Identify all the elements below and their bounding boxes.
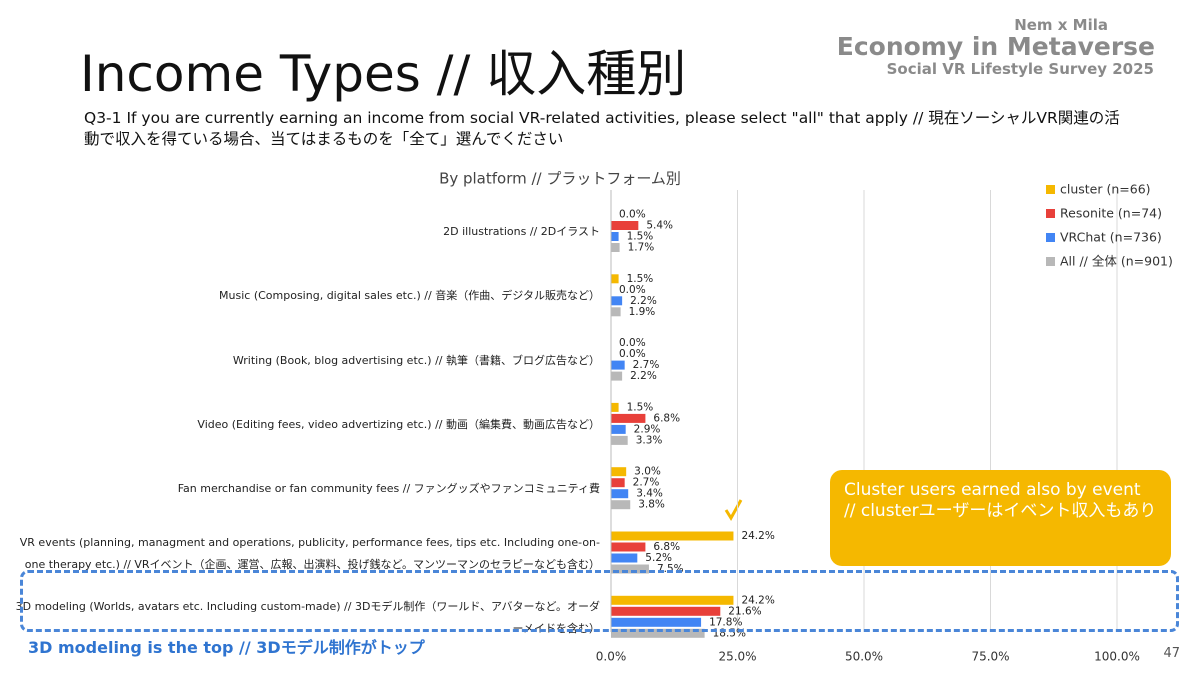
bar (611, 221, 639, 230)
value-label: 3.4% (636, 488, 663, 500)
value-label: 5.4% (646, 220, 673, 232)
bar (611, 232, 619, 241)
bar (611, 467, 627, 477)
value-label: 1.5% (627, 401, 654, 413)
category-label: Music (Composing, digital sales etc.) //… (219, 289, 600, 303)
category-label: 2D illustrations // 2Dイラスト (443, 225, 600, 238)
value-label: 2.2% (630, 370, 657, 382)
legend-label: VRChat (n=736) (1060, 230, 1162, 245)
bar (611, 402, 619, 412)
legend-label: cluster (n=66) (1060, 182, 1151, 197)
value-label: 6.8% (653, 412, 680, 424)
page-number: 47 (1163, 646, 1180, 661)
category-label: Writing (Book, blog advertising etc.) //… (232, 353, 600, 367)
brand-sub: Social VR Lifestyle Survey 2025 (886, 60, 1154, 78)
bar (611, 424, 626, 434)
value-label: 2.7% (633, 359, 660, 371)
question: Q3-1 If you are currently earning an inc… (84, 109, 1120, 148)
value-label: 3.3% (636, 434, 663, 446)
legend-swatch (1046, 185, 1055, 194)
brand-small: Nem x Mila (1014, 16, 1108, 34)
bar (611, 478, 625, 488)
bar (611, 542, 646, 552)
value-label: 6.8% (653, 541, 680, 553)
bar (611, 307, 621, 317)
x-tick-label: 75.0% (971, 650, 1009, 664)
value-label: 5.2% (645, 552, 672, 564)
highlight-text: 3D modeling is the top // 3Dモデル制作がトップ (28, 638, 425, 657)
bar (611, 564, 649, 574)
value-label: 1.9% (629, 306, 656, 318)
check-mark (724, 499, 743, 521)
value-label: 21.6% (728, 605, 761, 617)
x-tick-label: 50.0% (845, 650, 883, 664)
category-label: Video (Editing fees, video advertizing e… (197, 417, 600, 431)
category-label: Fan merchandise or fan community fees //… (177, 482, 600, 496)
value-label: 0.0% (619, 284, 646, 296)
bar (611, 628, 705, 638)
bar (611, 274, 619, 284)
slide-title: Income Types // 収入種別 (80, 45, 687, 103)
bar (611, 617, 702, 627)
legend-swatch (1046, 233, 1055, 242)
bar (611, 360, 625, 370)
legend-label: All // 全体 (n=901) (1060, 254, 1173, 269)
legend-swatch (1046, 257, 1055, 266)
value-label: 1.7% (628, 242, 655, 254)
bar (611, 500, 631, 510)
value-label: 0.0% (619, 348, 646, 360)
callout: Cluster users earned also by event // cl… (830, 470, 1171, 566)
bar (611, 531, 734, 541)
category-label: VR events (planning, managment and opera… (19, 535, 600, 571)
value-label: 17.8% (709, 616, 742, 628)
value-label: 3.8% (638, 499, 665, 511)
x-tick-label: 25.0% (718, 650, 756, 664)
bar (611, 606, 721, 616)
bar (611, 243, 620, 252)
x-tick-label: 0.0% (596, 650, 627, 664)
value-label: 2.2% (630, 295, 657, 307)
bar (611, 489, 629, 499)
value-label: 3.0% (634, 466, 661, 478)
bar (611, 413, 646, 423)
value-label: 0.0% (619, 337, 646, 349)
value-label: 1.5% (627, 273, 654, 285)
bar (611, 435, 628, 445)
value-label: 24.2% (741, 530, 774, 542)
highlight-box (20, 570, 1179, 632)
value-label: 2.7% (633, 477, 660, 489)
x-tick-label: 100.0% (1094, 650, 1140, 664)
bar (611, 371, 623, 381)
value-label: 1.5% (627, 231, 654, 243)
legend-swatch (1046, 209, 1055, 218)
value-label: 0.0% (619, 209, 646, 221)
value-label: 24.2% (741, 594, 774, 606)
bar (611, 595, 734, 605)
brand-main: Economy in Metaverse (836, 32, 1155, 61)
bar (611, 296, 623, 306)
bar (611, 553, 638, 563)
chart-title: By platform // プラットフォーム別 (439, 170, 681, 188)
legend-label: Resonite (n=74) (1060, 206, 1162, 221)
value-label: 2.9% (634, 423, 661, 435)
